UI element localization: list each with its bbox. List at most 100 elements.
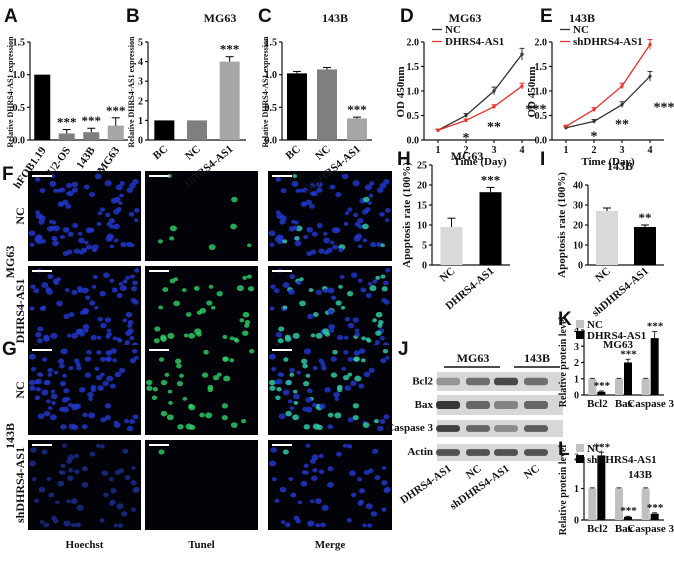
nucleus	[118, 282, 124, 286]
microscopy-column-label: Merge	[315, 539, 346, 551]
merged-nucleus	[292, 174, 297, 178]
tunel-positive-cell	[160, 379, 168, 386]
L-bar	[597, 455, 606, 520]
nucleus	[57, 480, 65, 487]
micrograph-G-0-0	[28, 345, 141, 435]
nucleus	[97, 317, 103, 322]
nucleus	[76, 504, 84, 511]
merged-nucleus	[327, 412, 334, 418]
merged-nucleus	[343, 350, 349, 355]
merged-nucleus	[376, 187, 384, 193]
merged-nucleus	[349, 470, 356, 477]
nucleus	[105, 356, 112, 362]
protein-band	[466, 425, 490, 432]
merged-nucleus	[350, 380, 357, 387]
protein-band	[524, 449, 548, 456]
merged-nucleus	[290, 219, 296, 224]
nucleus	[99, 207, 106, 212]
tunel-positive-cell	[188, 403, 194, 409]
B-y-tick-label: 4	[138, 57, 143, 68]
D-point	[464, 118, 468, 122]
E-x-axis-label: Time (Day)	[581, 156, 635, 168]
merged-nucleus	[273, 288, 280, 294]
nucleus	[134, 208, 140, 213]
D-y-tick-label: 1.0	[407, 87, 420, 98]
E-y-tick-label: 0.0	[535, 136, 548, 147]
nucleus	[105, 212, 111, 218]
merged-nucleus	[318, 358, 325, 364]
merged-nucleus	[357, 244, 363, 249]
C-bar	[317, 69, 337, 140]
E-series-line	[565, 75, 651, 129]
nucleus	[130, 507, 137, 512]
nucleus	[81, 482, 89, 488]
merged-nucleus	[307, 520, 315, 527]
nucleus	[46, 476, 52, 481]
micrograph-F-1-2	[268, 266, 392, 356]
merged-nucleus	[358, 488, 366, 494]
tunel-positive-cell	[210, 305, 216, 310]
nucleus	[68, 366, 74, 371]
nucleus	[41, 357, 48, 362]
tunel-positive-cell	[173, 300, 180, 307]
I-bar	[596, 211, 618, 265]
merged-nucleus	[385, 208, 391, 213]
tunel-positive-cell	[236, 285, 244, 292]
E-y-axis-label: OD 450nm	[526, 66, 538, 117]
merged-nucleus	[384, 486, 391, 492]
merged-nucleus	[365, 503, 373, 510]
merged-nucleus	[327, 287, 335, 294]
merged-nucleus	[381, 507, 387, 512]
merged-nucleus	[362, 523, 367, 528]
H-y-axis-label: Apoptosis rate (100%)	[401, 162, 413, 268]
nucleus	[122, 279, 128, 284]
merged-nucleus	[315, 332, 323, 339]
nucleus	[109, 499, 116, 505]
merged-nucleus	[308, 288, 314, 293]
tunel-positive-cell	[146, 385, 153, 391]
merged-nucleus	[342, 443, 348, 448]
L-x-tick-label: Caspase 3	[627, 523, 674, 535]
merged-nucleus	[315, 523, 321, 528]
blot-row-label: Caspase 3	[386, 422, 433, 434]
L-bar	[650, 513, 659, 520]
merged-nucleus	[301, 470, 307, 475]
merged-nucleus	[292, 225, 298, 231]
merged-nucleus	[347, 356, 354, 362]
merged-nucleus	[375, 311, 383, 318]
merged-nucleus	[300, 480, 308, 487]
tunel-positive-cell	[196, 331, 202, 337]
K-y-tick-label: 0	[574, 391, 579, 402]
B-y-tick-label: 5	[138, 38, 143, 49]
merged-nucleus	[310, 333, 316, 338]
nucleus	[51, 515, 57, 521]
merged-nucleus	[377, 323, 383, 328]
nucleus	[109, 383, 116, 389]
merged-nucleus	[369, 285, 377, 292]
B-y-tick-label: 2	[138, 96, 143, 107]
B-y-tick-label: 3	[138, 77, 143, 88]
nucleus	[82, 324, 90, 330]
merged-nucleus	[297, 500, 303, 505]
nucleus	[30, 284, 36, 290]
merged-nucleus	[277, 372, 283, 377]
merged-nucleus	[293, 515, 300, 521]
nucleus	[82, 308, 89, 315]
nucleus	[36, 338, 43, 344]
tunel-positive-cell	[176, 363, 182, 369]
D-y-axis-label: OD 450nm	[395, 66, 407, 117]
G-row-label: NC	[13, 381, 27, 398]
panel-letter-I: I	[540, 149, 545, 170]
tunel-positive-cell	[244, 319, 251, 325]
nucleus	[104, 403, 112, 409]
H-significance-label: ***	[481, 172, 501, 187]
nucleus	[65, 203, 72, 209]
merged-nucleus	[310, 249, 317, 255]
micrograph-F-0-1	[145, 171, 258, 261]
nucleus	[90, 384, 97, 390]
nucleus	[54, 500, 60, 505]
H-bar	[440, 227, 463, 265]
K-bar	[641, 378, 650, 395]
protein-band	[494, 425, 518, 432]
